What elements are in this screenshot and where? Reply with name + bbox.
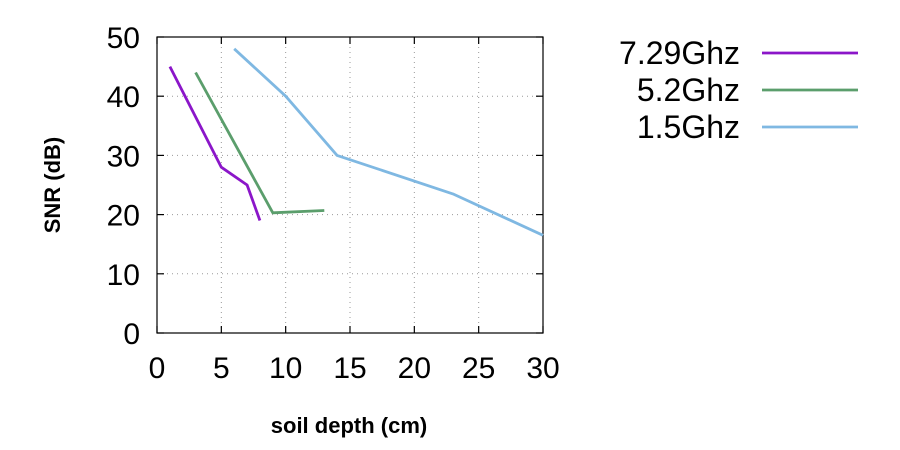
series-line-1.5Ghz (233, 47, 544, 237)
x-tick-label: 25 (462, 352, 495, 385)
y-tick-label: 50 (107, 22, 140, 55)
x-tick-label: 30 (526, 352, 559, 385)
series-line-5.2Ghz (194, 71, 325, 215)
y-tick-label: 10 (107, 259, 140, 292)
y-tick-label: 0 (123, 318, 140, 351)
y-tick-label: 30 (107, 140, 140, 173)
x-tick-label: 20 (398, 352, 431, 385)
x-axis-title: soil depth (cm) (271, 413, 427, 438)
plot-frame (156, 36, 544, 334)
legend-label: 1.5Ghz (637, 109, 740, 145)
y-axis-ticks: 0 10 20 30 40 50 (107, 22, 543, 351)
series-line-7.29Ghz (168, 65, 262, 221)
legend-label: 7.29Ghz (619, 35, 740, 71)
x-tick-label: 15 (333, 352, 366, 385)
y-axis-title: SNR (dB) (40, 137, 65, 234)
grid (157, 37, 543, 333)
y-tick-label: 20 (107, 200, 140, 233)
legend-label: 5.2Ghz (637, 72, 740, 108)
x-axis-ticks: 0 5 10 15 20 25 30 (149, 37, 560, 385)
series-lines (168, 47, 544, 237)
x-tick-label: 5 (213, 352, 230, 385)
y-tick-label: 40 (107, 81, 140, 114)
x-tick-label: 0 (149, 352, 166, 385)
x-tick-label: 10 (269, 352, 302, 385)
